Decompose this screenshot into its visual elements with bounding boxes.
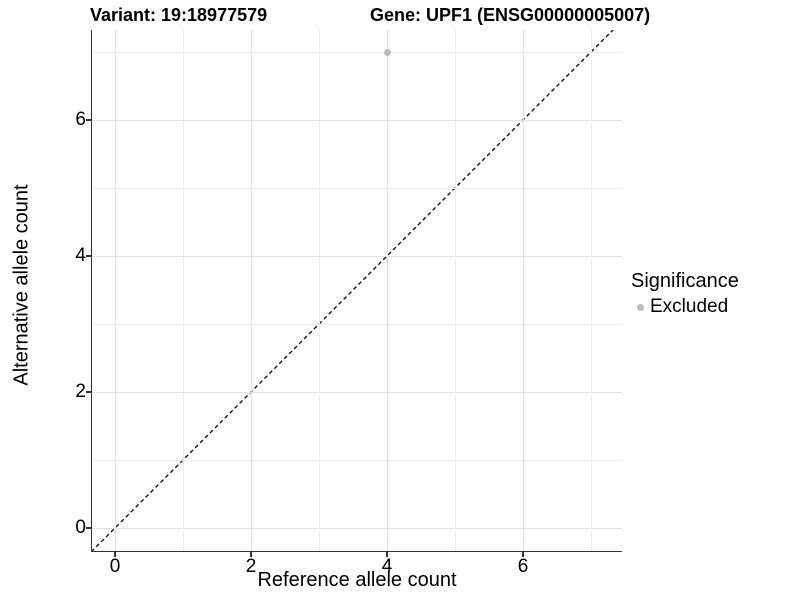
gridline-vertical [522, 30, 524, 551]
x-axis-tick [386, 552, 388, 557]
gridline-horizontal [91, 256, 622, 257]
gridline-vertical [250, 30, 252, 551]
y-axis-title: Alternative allele count [10, 184, 33, 386]
y-axis-tick [85, 119, 91, 121]
gridline-horizontal [91, 120, 622, 121]
y-tick-label: 6 [75, 109, 86, 130]
plot-panel [90, 30, 622, 552]
gridline-vertical [318, 30, 320, 551]
x-axis-tick [522, 552, 524, 557]
gridline-vertical [386, 30, 388, 551]
x-axis-title: Reference allele count [257, 569, 457, 591]
gridline-horizontal [91, 392, 622, 393]
gridline-horizontal [91, 460, 622, 461]
legend: Significance Excluded [631, 270, 739, 318]
y-tick-label: 0 [75, 517, 86, 538]
x-tick-label: 4 [381, 556, 393, 577]
y-axis-tick [85, 255, 91, 257]
variant-title: Variant: 19:18977579 [90, 5, 268, 25]
x-axis-tick [250, 552, 252, 557]
x-tick-label: 6 [517, 556, 529, 577]
gridline-horizontal [91, 528, 622, 529]
legend-item-label: Excluded [650, 296, 729, 317]
y-tick-label: 4 [75, 245, 86, 266]
data-point [383, 48, 391, 56]
gridline-vertical [182, 30, 184, 551]
x-tick-label: 2 [245, 556, 257, 577]
gridline-horizontal [91, 52, 622, 53]
x-axis-tick [114, 552, 116, 557]
gridline-horizontal [91, 324, 622, 325]
gridline-horizontal [91, 188, 622, 189]
gridline-vertical [114, 30, 116, 551]
y-axis-tick [85, 527, 91, 529]
gene-title: Gene: UPF1 (ENSG00000005007) [370, 5, 651, 25]
identity-line [91, 30, 614, 551]
x-tick-label: 0 [109, 556, 121, 577]
y-axis-tick [85, 391, 91, 393]
excluded-point-swatch [637, 303, 644, 311]
gridline-vertical [454, 30, 456, 551]
legend-title: Significance [631, 270, 739, 292]
gridline-vertical [590, 30, 592, 551]
legend-item-excluded: Excluded [631, 296, 739, 318]
y-tick-label: 2 [75, 381, 86, 402]
